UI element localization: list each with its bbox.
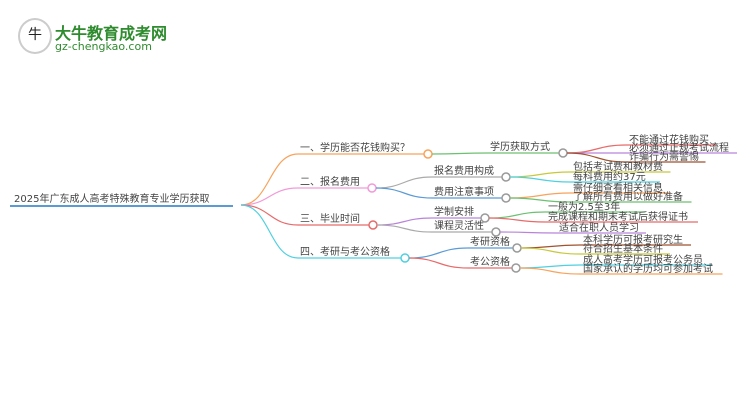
connector [240,204,299,259]
leaf-node[interactable]: 本科学历可报考研究生 [583,233,683,246]
connector [509,176,571,183]
node-toggle[interactable] [501,193,511,203]
leaf-node[interactable]: 必须通过正规考试流程 [629,141,729,154]
leaf-node[interactable]: 诈骗行为需警惕 [629,150,699,163]
node-toggle[interactable] [400,253,410,263]
logo-icon: 牛 [18,18,52,54]
leaf-node[interactable]: 需仔细查看相关信息 [573,181,663,194]
connector [240,153,299,206]
connector [488,211,546,219]
subbranch-node[interactable]: 费用注意事项 [434,185,494,198]
connector [240,187,299,206]
node-toggle[interactable] [558,148,568,158]
node-toggle[interactable] [423,149,433,159]
subbranch-node[interactable]: 课程灵活性 [434,219,484,232]
subbranch-node[interactable]: 报名费用构成 [434,164,494,177]
connector [519,267,581,275]
leaf-node[interactable]: 成人高考学历可报考公务员 [583,253,703,266]
leaf-node[interactable]: 每科费用约37元 [573,170,646,183]
branch-node[interactable]: 三、毕业时间 [300,212,360,225]
connector [375,187,433,199]
connector [509,171,571,178]
leaf-node[interactable]: 符合招生基本条件 [583,242,663,255]
connector [408,257,469,269]
connector [408,247,469,259]
leaf-node[interactable]: 一般为2.5至3年 [548,200,620,213]
connector [240,204,299,226]
node-toggle[interactable] [511,263,521,273]
connector [509,197,571,203]
connector [499,231,557,234]
subbranch-node[interactable]: 考研资格 [470,235,510,248]
logo-name: 大牛教育成考网 [55,24,168,43]
connector [488,217,546,223]
leaf-node[interactable]: 适合在职人员学习 [559,221,639,234]
node-toggle[interactable] [512,243,522,253]
subbranch-node[interactable]: 学历获取方式 [490,140,550,153]
leaf-node[interactable]: 完成课程和期末考试后获得证书 [548,210,688,223]
leaf-node[interactable]: 包括考试费和教材费 [573,160,663,173]
subbranch-node[interactable]: 考公资格 [470,255,510,268]
branch-node[interactable]: 二、报名费用 [300,175,360,188]
logo-url: gz-chengkao.com [55,40,152,53]
branch-node[interactable]: 一、学历能否花钱购买？ [300,141,410,154]
root-node[interactable]: 2025年广东成人高考特殊教育专业学历获取 [14,192,209,205]
connector [375,176,433,189]
connector [566,152,627,163]
leaf-node[interactable]: 了解所有费用以做好准备 [573,190,683,203]
connector [519,264,581,269]
connector [520,244,581,249]
connector [566,144,627,154]
subbranch-node[interactable]: 学制安排 [434,205,474,218]
node-toggle[interactable] [368,220,378,230]
connector [376,217,433,226]
node-toggle[interactable] [491,227,501,237]
node-toggle[interactable] [367,183,377,193]
connector [520,247,581,255]
node-toggle[interactable] [501,172,511,182]
connector [509,192,571,199]
branch-node[interactable]: 四、考研与考公资格 [300,245,390,258]
connector [376,224,433,233]
leaf-node[interactable]: 不能通过花钱购买 [629,133,709,146]
connector [431,152,489,155]
leaf-node[interactable]: 国家承认的学历均可参加考试 [583,262,713,275]
